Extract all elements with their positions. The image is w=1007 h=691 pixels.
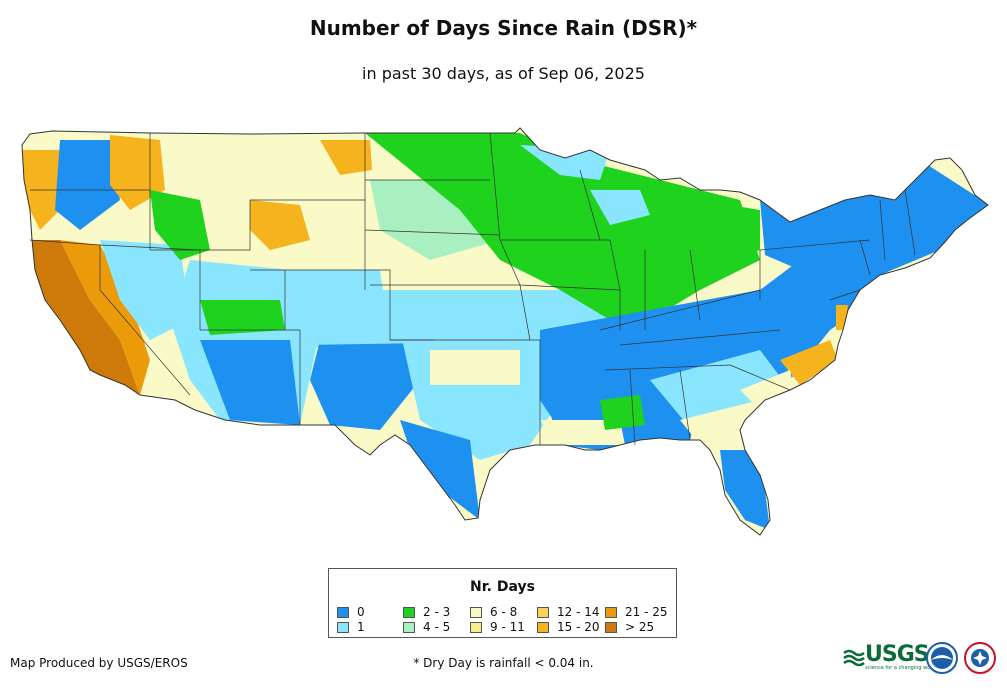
legend-label: 6 - 8 xyxy=(490,605,518,619)
legend-title: Nr. Days xyxy=(470,579,535,595)
legend-item-0: 0 xyxy=(337,605,365,619)
map-subtitle: in past 30 days, as of Sep 06, 2025 xyxy=(362,64,645,83)
legend-swatch xyxy=(337,621,349,633)
usgs-wave-icon xyxy=(843,649,865,666)
legend-label: 12 - 14 xyxy=(557,605,600,619)
legend-label: > 25 xyxy=(625,620,655,634)
legend-label: 21 - 25 xyxy=(625,605,668,619)
legend-swatch xyxy=(403,606,415,618)
legend-swatch xyxy=(605,606,617,618)
legend-label: 4 - 5 xyxy=(423,620,451,634)
legend-label: 2 - 3 xyxy=(423,605,451,619)
nws-logo xyxy=(964,642,996,674)
us-dsr-map xyxy=(21,127,989,536)
legend-item-7: 15 - 20 xyxy=(537,620,600,634)
usgs-wordmark: USGS xyxy=(865,642,930,667)
legend-label: 9 - 11 xyxy=(490,620,525,634)
legend-label: 0 xyxy=(357,605,365,619)
map-title: Number of Days Since Rain (DSR)* xyxy=(309,16,698,40)
legend-item-8: 21 - 25 xyxy=(605,605,668,619)
legend-swatch xyxy=(470,606,482,618)
legend-item-3: 4 - 5 xyxy=(403,620,450,634)
legend-item-4: 6 - 8 xyxy=(470,605,517,619)
noaa-logo xyxy=(926,642,958,674)
legend-item-9: > 25 xyxy=(605,620,654,634)
legend-swatch xyxy=(537,606,549,618)
legend-swatch xyxy=(605,621,617,633)
producer-credit: Map Produced by USGS/EROS xyxy=(10,656,188,670)
legend-swatch xyxy=(403,621,415,633)
legend-swatch xyxy=(470,621,482,633)
usgs-logo: USGS science for a changing world xyxy=(843,644,937,671)
legend-item-2: 2 - 3 xyxy=(403,605,450,619)
legend-item-5: 9 - 11 xyxy=(470,620,525,634)
legend-item-1: 1 xyxy=(337,620,365,634)
legend-label: 15 - 20 xyxy=(557,620,600,634)
legend-item-6: 12 - 14 xyxy=(537,605,600,619)
usgs-tagline: science for a changing world xyxy=(865,665,937,671)
legend-swatch xyxy=(337,606,349,618)
legend: Nr. Days 0 1 2 - 3 4 - 5 6 - 8 9 - 11 12… xyxy=(328,568,677,638)
legend-label: 1 xyxy=(357,620,365,634)
legend-swatch xyxy=(537,621,549,633)
footnote: * Dry Day is rainfall < 0.04 in. xyxy=(413,656,594,670)
